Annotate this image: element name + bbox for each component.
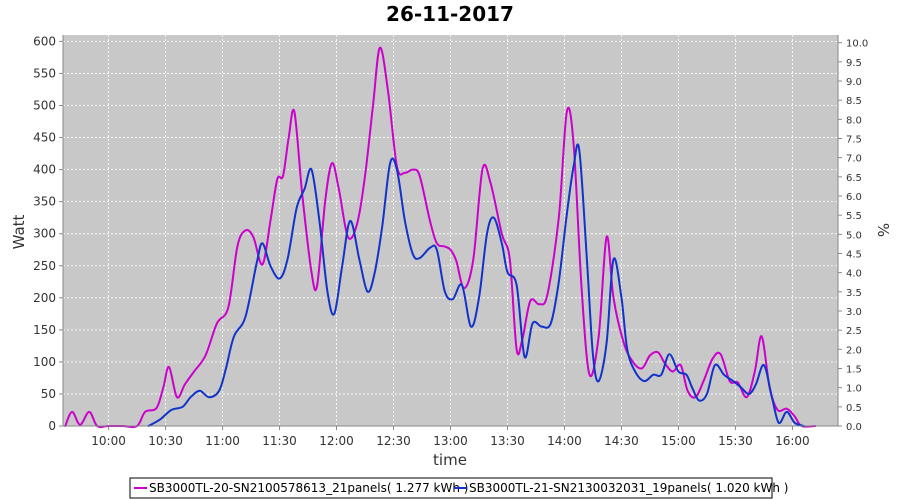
y2-axis-label: % — [874, 223, 892, 237]
series-line-2 — [147, 143, 805, 427]
y2-tick-label: 1.0 — [846, 384, 862, 395]
y2-tick-label: 6.0 — [846, 192, 862, 203]
y2-tick-label: 7.5 — [846, 135, 862, 146]
y-tick-label: 250 — [33, 259, 56, 273]
y2-tick-label: 2.5 — [846, 326, 862, 337]
x-tick-label: 15:00 — [661, 434, 696, 448]
y-tick-label: 50 — [41, 387, 56, 401]
y-tick-label: 150 — [33, 323, 56, 337]
y-tick-label: 300 — [33, 227, 56, 241]
x-axis-label: time — [433, 451, 467, 469]
y2-tick-label: 10.0 — [846, 39, 868, 50]
y-tick-label: 100 — [33, 355, 56, 369]
x-tick-label: 15:30 — [718, 434, 753, 448]
x-tick-label: 14:00 — [547, 434, 582, 448]
legend-box — [129, 477, 773, 499]
y2-axis-ticks: 0.0 0.5 1.0 1.5 2.0 2.5 3.0 3.5 4.0 4.5 5.0 5.5 6.0 6… — [838, 39, 868, 433]
y2-tick-label: 7.0 — [846, 154, 862, 165]
y2-tick-label: 1.5 — [846, 365, 862, 376]
y2-tick-label: 3.0 — [846, 307, 862, 318]
x-tick-label: 14:30 — [604, 434, 639, 448]
x-tick-label: 12:00 — [319, 434, 354, 448]
chart-title: 26-11-2017 — [386, 2, 514, 26]
x-tick-label: 13:00 — [433, 434, 468, 448]
y-axis-ticks: 0 50 100 150 200 250 300 350 400 450 500 550 600 — [33, 34, 63, 433]
y2-tick-label: 0.0 — [846, 422, 862, 433]
y2-tick-label: 5.5 — [846, 211, 862, 222]
y2-tick-label: 3.5 — [846, 288, 862, 299]
legend-label-2: SB3000TL-21-SN2130032031_19panels( 1.020… — [469, 481, 788, 495]
y-tick-label: 400 — [33, 163, 56, 177]
y2-tick-label: 2.0 — [846, 345, 862, 356]
y2-tick-label: 9.5 — [846, 58, 862, 69]
y2-tick-label: 9.0 — [846, 77, 862, 88]
y2-tick-label: 5.0 — [846, 230, 862, 241]
y2-tick-label: 8.5 — [846, 96, 862, 107]
y2-tick-label: 4.5 — [846, 250, 862, 261]
x-tick-label: 10:00 — [91, 434, 126, 448]
series-line-1 — [64, 46, 817, 429]
legend: SB3000TL-20-SN2100578613_21panels( 1.277… — [129, 477, 788, 499]
x-tick-label: 10:30 — [148, 434, 183, 448]
x-tick-label: 13:30 — [490, 434, 525, 448]
series-lines — [64, 46, 817, 429]
y-tick-label: 550 — [33, 66, 56, 80]
y-tick-label: 600 — [33, 34, 56, 48]
y-tick-label: 200 — [33, 291, 56, 305]
y2-tick-label: 8.0 — [846, 115, 862, 126]
y2-tick-label: 0.5 — [846, 403, 862, 414]
x-tick-label: 11:00 — [205, 434, 240, 448]
y2-tick-label: 4.0 — [846, 269, 862, 280]
y2-tick-label: 6.5 — [846, 173, 862, 184]
y-axis-label: Watt — [10, 214, 28, 249]
y-tick-label: 500 — [33, 99, 56, 113]
x-tick-label: 16:00 — [775, 434, 810, 448]
gridlines — [63, 35, 838, 427]
x-tick-label: 12:30 — [376, 434, 411, 448]
y-tick-label: 350 — [33, 195, 56, 209]
y-tick-label: 0 — [48, 419, 56, 433]
legend-label-1: SB3000TL-20-SN2100578613_21panels( 1.277… — [149, 481, 468, 495]
y-tick-label: 450 — [33, 131, 56, 145]
x-tick-label: 11:30 — [262, 434, 297, 448]
x-axis-ticks: 10:00 10:30 11:00 11:30 12:00 12:30 13:00 13:30… — [91, 426, 810, 448]
